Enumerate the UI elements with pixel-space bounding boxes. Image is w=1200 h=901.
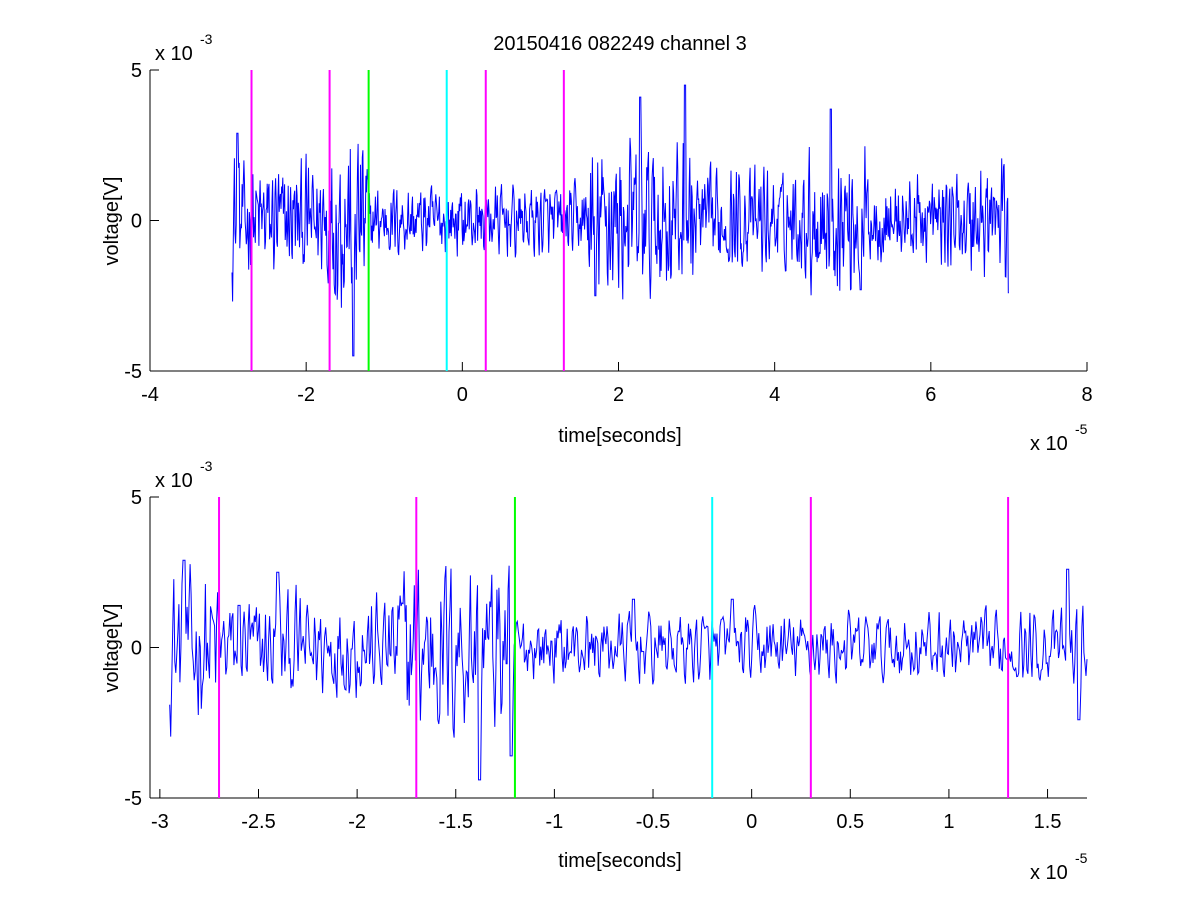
top-x-axis-label: time[seconds]: [558, 425, 681, 447]
top-x-multiplier: x 10: [1030, 433, 1068, 455]
top-y-exponent: -3: [200, 31, 213, 47]
bottom-x-tick-label: -3: [151, 811, 169, 833]
bottom-x-axis-label: time[seconds]: [558, 850, 681, 872]
bottom-x-exponent: -5: [1075, 850, 1088, 866]
bottom-y-tick-label: -5: [124, 788, 142, 810]
bottom-y-axis-label: voltage[V]: [101, 604, 123, 693]
bottom-x-multiplier: x 10: [1030, 862, 1068, 884]
top-x-tick-label: 4: [769, 384, 780, 406]
top-x-exponent: -5: [1075, 421, 1088, 437]
top-x-tick-label: 2: [613, 384, 624, 406]
bottom-y-tick-label: 5: [131, 487, 142, 509]
top-x-tick-label: 6: [925, 384, 936, 406]
bottom-plot: x 10 -3 x 10 -5 time[seconds] voltage[V]…: [101, 458, 1088, 884]
bottom-y-multiplier: x 10: [155, 470, 193, 492]
bottom-x-tick-label: -2: [348, 811, 366, 833]
top-x-tick-label: 8: [1081, 384, 1092, 406]
top-y-multiplier: x 10: [155, 43, 193, 65]
bottom-x-tick-label: -1.5: [439, 811, 473, 833]
chart-title: 20150416 082249 channel 3: [493, 33, 747, 55]
top-x-tick-label: -2: [297, 384, 315, 406]
bottom-x-tick-label: 0: [746, 811, 757, 833]
top-y-tick-label: 5: [131, 60, 142, 82]
bottom-x-tick-label: -2.5: [241, 811, 275, 833]
bottom-x-tick-label: 0.5: [836, 811, 864, 833]
bottom-x-tick-label: 1: [943, 811, 954, 833]
top-y-tick-label: 0: [131, 211, 142, 233]
top-x-tick-label: -4: [141, 384, 159, 406]
bottom-x-tick-label: -1: [545, 811, 563, 833]
top-y-axis-label: voltage[V]: [101, 177, 123, 266]
bottom-y-tick-label: 0: [131, 638, 142, 660]
top-x-tick-label: 0: [457, 384, 468, 406]
bottom-x-tick-label: 1.5: [1034, 811, 1062, 833]
top-plot: x 10 -3 x 10 -5 time[seconds] voltage[V]…: [101, 31, 1093, 455]
bottom-signal-series: [169, 559, 1088, 781]
top-signal-series: [231, 84, 1009, 357]
top-y-tick-label: -5: [124, 361, 142, 383]
bottom-x-tick-label: -0.5: [636, 811, 670, 833]
bottom-y-exponent: -3: [200, 458, 213, 474]
